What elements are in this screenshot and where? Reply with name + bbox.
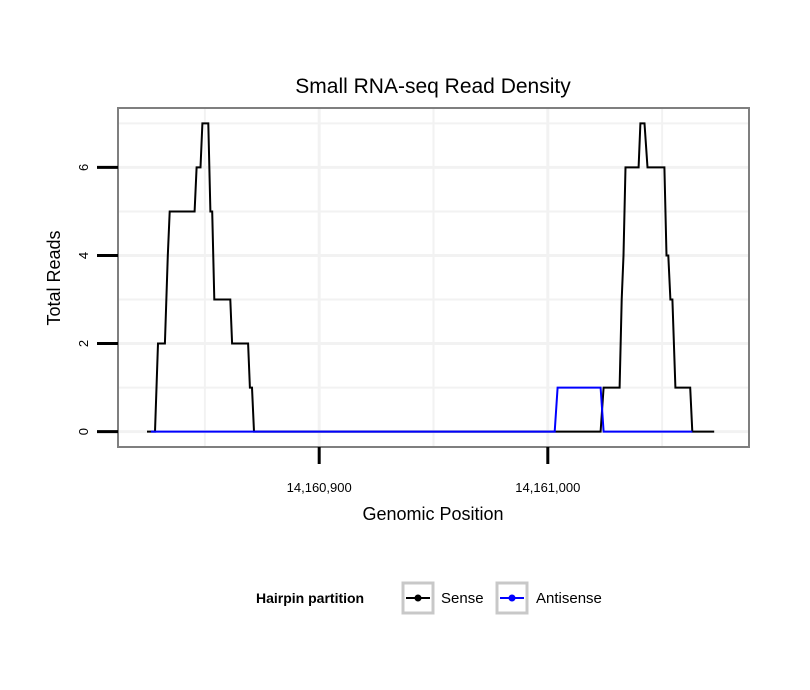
y-tick-label: 4 <box>76 252 91 259</box>
y-axis-label: Total Reads <box>44 230 64 325</box>
series-layer <box>147 122 715 433</box>
x-axis-label: Genomic Position <box>362 504 503 524</box>
y-tick-label: 6 <box>76 164 91 171</box>
legend-entry-antisense: Antisense <box>536 590 602 607</box>
plot-frame <box>117 107 750 448</box>
x-axis: 14,160,900 14,161,000 <box>287 447 580 495</box>
y-tick-label: 2 <box>76 340 91 347</box>
legend-title: Hairpin partition <box>256 590 364 606</box>
y-tick-label: 0 <box>76 428 91 435</box>
grid-lines <box>118 108 749 447</box>
legend-key-sense-dot <box>414 594 422 602</box>
x-tick-label: 14,161,000 <box>515 480 580 495</box>
legend-entry-sense: Sense <box>441 590 484 607</box>
legend-key-sense <box>401 581 435 615</box>
legend: Hairpin partition Sense Antisense <box>256 581 602 615</box>
series-line-antisense <box>150 386 693 433</box>
legend-key-antisense <box>495 581 529 615</box>
x-tick-label: 14,160,900 <box>287 480 352 495</box>
legend-key-antisense-dot <box>508 594 516 602</box>
chart-title: Small RNA-seq Read Density <box>295 75 571 98</box>
y-axis: 0 2 4 6 <box>76 164 118 435</box>
series-line-sense <box>147 122 715 433</box>
